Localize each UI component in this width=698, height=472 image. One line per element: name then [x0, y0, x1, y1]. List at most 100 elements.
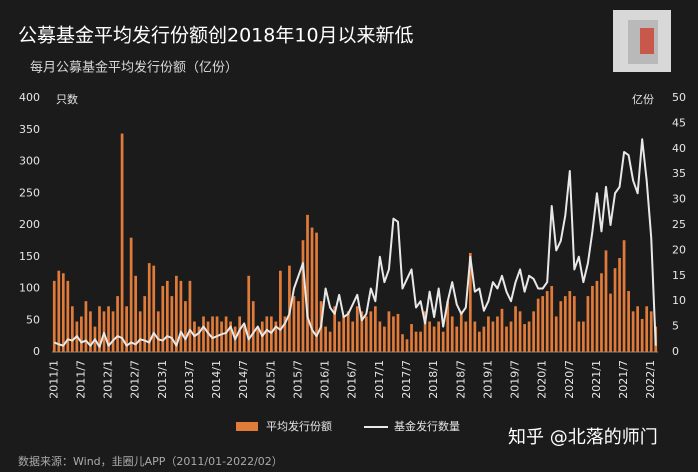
y-tick-label: 300 [19, 155, 40, 168]
x-tick-label: 2013/1 [156, 360, 169, 399]
bar [550, 285, 554, 352]
y2-tick-label: 15 [672, 269, 686, 282]
y-tick-label: 150 [19, 250, 40, 263]
bar [437, 321, 441, 352]
bar [179, 280, 183, 352]
bar [337, 321, 341, 352]
bar [197, 326, 201, 352]
x-tick-label: 2020/7 [563, 360, 576, 399]
bar [419, 331, 422, 352]
bar [206, 321, 210, 352]
chart-title: 公募基金平均发行份额创2018年10月以来新低 [18, 25, 414, 47]
bar [283, 316, 287, 352]
bar [414, 331, 418, 352]
bar [61, 273, 65, 352]
bar [129, 237, 133, 352]
bar [405, 339, 409, 352]
y2-tick-label: 45 [672, 116, 686, 129]
bar [147, 263, 151, 352]
y-tick-label: 0 [33, 345, 40, 358]
bar [459, 311, 463, 352]
bar [138, 311, 142, 352]
bar [224, 316, 228, 352]
bar [170, 296, 174, 352]
bar [156, 311, 160, 352]
bar [111, 311, 115, 352]
y-tick-label: 400 [19, 91, 40, 104]
y2-tick-label: 10 [672, 294, 686, 307]
bar [478, 331, 481, 352]
bar [165, 280, 169, 352]
bar [586, 296, 590, 352]
bar [211, 316, 214, 352]
bar [514, 306, 517, 352]
bar [52, 280, 56, 352]
bar [396, 313, 400, 352]
x-tick-label: 2014/1 [210, 360, 223, 399]
bar [220, 321, 223, 352]
bar [487, 316, 490, 352]
bar [247, 275, 251, 352]
bar [383, 326, 386, 352]
x-tick-label: 2012/7 [129, 360, 142, 399]
bar [627, 291, 630, 352]
bar [450, 316, 454, 352]
bar [242, 326, 246, 352]
bar [152, 265, 156, 352]
bar [310, 227, 314, 352]
bar [455, 326, 459, 352]
bar [269, 316, 273, 352]
bar [568, 291, 572, 352]
bar [175, 275, 178, 352]
x-tick-label: 2019/7 [509, 360, 522, 399]
bar [315, 232, 318, 352]
bar [645, 306, 649, 352]
bar [491, 321, 495, 352]
y-tick-label: 200 [19, 218, 40, 231]
bar [392, 316, 395, 352]
bar [301, 240, 305, 352]
bar [500, 308, 504, 352]
x-tick-label: 2018/1 [427, 360, 440, 399]
bar [364, 316, 368, 352]
bar [559, 301, 563, 352]
bar [84, 301, 88, 352]
bar [351, 321, 355, 352]
legend-label: 平均发行份额 [266, 419, 332, 433]
x-tick-label: 2021/7 [617, 360, 630, 399]
bar [527, 321, 531, 352]
bar [532, 311, 535, 352]
y-tick-label: 50 [26, 313, 40, 326]
bar [509, 321, 513, 352]
bar [292, 296, 296, 352]
x-tick-label: 2017/1 [373, 360, 386, 399]
bar [432, 326, 436, 352]
bar [428, 321, 431, 352]
bar [468, 252, 472, 352]
line [53, 138, 657, 348]
bar [116, 296, 119, 352]
bar [631, 311, 635, 352]
bar [545, 291, 549, 352]
bar [238, 316, 242, 352]
bar [102, 311, 106, 352]
bar [604, 250, 608, 352]
y2-tick-label: 20 [672, 243, 686, 256]
y2-tick-label: 30 [672, 193, 686, 206]
bar [496, 316, 499, 352]
bar [591, 285, 594, 352]
bar [572, 296, 576, 352]
x-tick-label: 2021/1 [590, 360, 603, 399]
bar [306, 214, 309, 352]
bar [613, 268, 617, 352]
bar [134, 275, 138, 352]
bar [640, 318, 644, 352]
x-tick-label: 2017/7 [400, 360, 413, 399]
bar [441, 331, 445, 352]
x-tick-label: 2013/7 [183, 360, 196, 399]
bar [256, 326, 260, 352]
y-axis-label: 只数 [56, 93, 78, 106]
bar [410, 324, 413, 352]
